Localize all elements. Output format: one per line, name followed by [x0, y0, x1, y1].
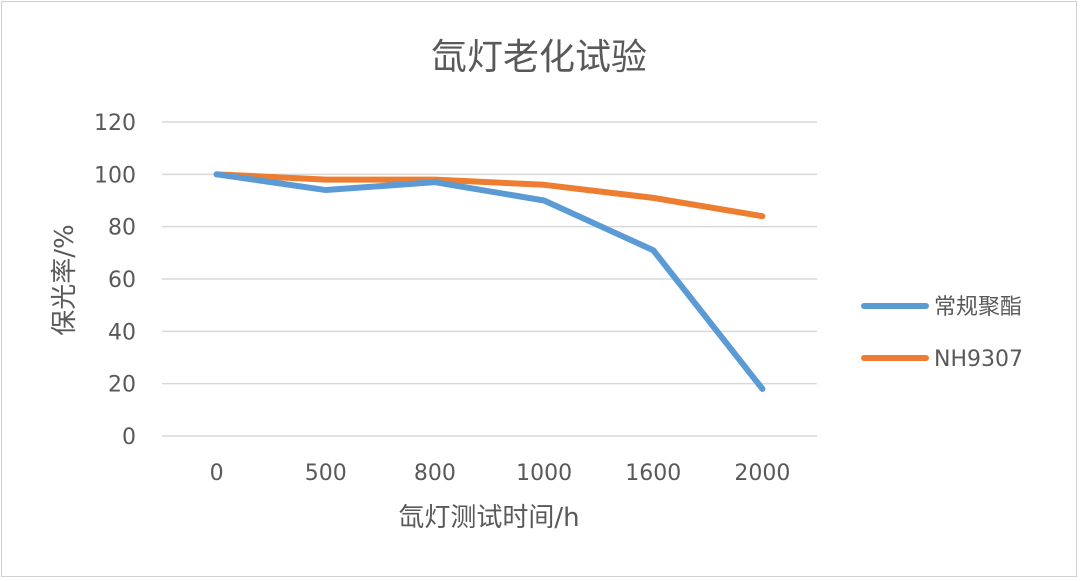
y-axis-label: 保光率/% [50, 224, 80, 335]
x-axis-label: 氙灯测试时间/h [398, 503, 579, 533]
chart-title: 氙灯老化试验 [431, 37, 647, 78]
y-tick-label: 0 [122, 425, 136, 450]
y-tick-label: 40 [108, 320, 136, 345]
y-tick-label: 80 [108, 216, 136, 241]
series-line [213, 171, 766, 392]
y-tick-labels: 0 20 40 60 80 100 120 [94, 111, 136, 450]
legend-label: NH9307 [934, 347, 1023, 372]
x-tick-label: 1600 [625, 461, 681, 486]
y-tick-label: 100 [94, 163, 136, 188]
legend: 常规聚酯 NH9307 [861, 295, 1023, 372]
gridlines [162, 121, 817, 437]
series-line [213, 171, 766, 220]
x-tick-label: 500 [305, 461, 347, 486]
x-tick-label: 800 [414, 461, 456, 486]
series-lines [213, 171, 766, 392]
x-tick-label: 2000 [734, 461, 790, 486]
y-tick-label: 20 [108, 373, 136, 398]
legend-label: 常规聚酯 [934, 295, 1022, 320]
y-tick-label: 120 [94, 111, 136, 136]
x-tick-label: 1000 [516, 461, 572, 486]
x-tick-labels: 0 500 800 1000 1600 2000 [210, 461, 791, 486]
x-tick-label: 0 [210, 461, 224, 486]
y-tick-label: 60 [108, 268, 136, 293]
